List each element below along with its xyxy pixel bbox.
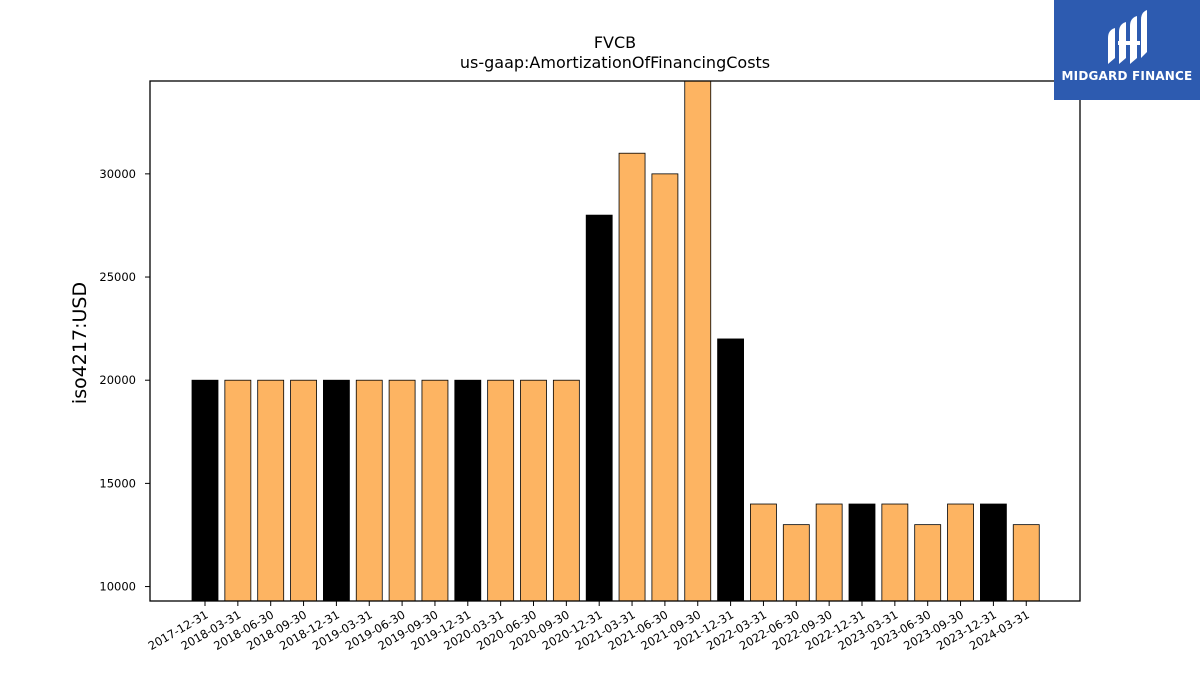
bar-2018-03-31 <box>224 379 252 601</box>
chart-subtitle: us-gaap:AmortizationOfFinancingCosts <box>460 53 770 72</box>
bar-2022-06-30 <box>782 524 810 601</box>
bar-2024-03-31 <box>1012 524 1040 601</box>
y-tick-label: 15000 <box>99 476 136 490</box>
bar-2022-12-31 <box>848 503 876 601</box>
bar-2021-09-30 <box>684 81 712 601</box>
midgard-logo-icon <box>1108 10 1147 64</box>
y-tick-label: 20000 <box>99 373 136 387</box>
y-tick-label: 25000 <box>99 270 136 284</box>
bar-2023-12-31 <box>980 503 1007 601</box>
logo-text: MIDGARD FINANCE <box>1061 69 1193 83</box>
bar-2023-06-30 <box>914 524 942 601</box>
bar-2020-06-30 <box>520 379 547 601</box>
y-axis-label: iso4217:USD <box>69 282 91 404</box>
bar-2019-12-31 <box>454 379 482 601</box>
bar-2019-09-30 <box>421 379 449 601</box>
bar-2023-09-30 <box>947 503 974 601</box>
bar-2022-03-31 <box>750 503 777 601</box>
y-tick-label: 30000 <box>99 167 136 181</box>
bar-2017-12-31 <box>191 379 219 601</box>
bar-2018-09-30 <box>290 379 317 601</box>
y-ticks-group: 10000 15000 20000 25000 30000 <box>99 167 150 594</box>
bar-2022-09-30 <box>815 503 843 601</box>
chart-title: FVCB <box>594 33 636 52</box>
bar-2019-06-30 <box>388 379 416 601</box>
plot-frame <box>149 80 1081 602</box>
bars-group <box>191 81 1040 601</box>
bar-2021-03-31 <box>618 152 646 601</box>
bar-2018-06-30 <box>257 379 285 601</box>
bar-2019-03-31 <box>355 379 383 601</box>
bar-2018-12-31 <box>322 379 350 601</box>
bar-2021-06-30 <box>651 173 679 601</box>
midgard-finance-logo: MIDGARD FINANCE <box>1054 0 1200 100</box>
bar-2020-12-31 <box>585 214 613 601</box>
bar-2023-03-31 <box>881 503 909 601</box>
bar-2020-03-31 <box>487 379 515 601</box>
bar-2020-09-30 <box>552 379 580 601</box>
bar-2021-12-31 <box>717 338 744 601</box>
x-ticks-group: 2017-12-312018-03-312018-06-302018-09-30… <box>146 601 1032 653</box>
y-tick-label: 10000 <box>99 580 136 594</box>
